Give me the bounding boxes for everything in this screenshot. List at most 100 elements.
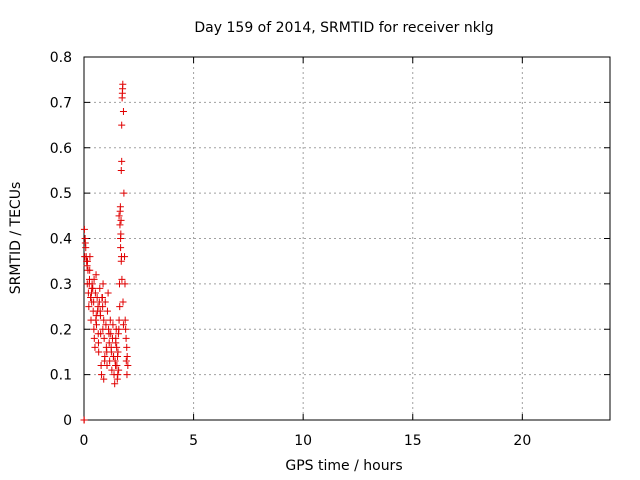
x-tick-label: 15 xyxy=(404,433,422,449)
x-axis-ticks: 0 5 10 15 20 xyxy=(80,57,531,449)
data-point xyxy=(114,352,122,360)
y-tick-label: 0.5 xyxy=(50,186,72,202)
data-point xyxy=(96,307,104,315)
y-tick-label: 0.8 xyxy=(50,50,72,66)
data-point xyxy=(80,225,88,233)
data-points xyxy=(80,80,132,424)
data-point xyxy=(119,107,127,115)
data-point xyxy=(114,371,122,379)
data-point xyxy=(85,303,93,311)
data-point xyxy=(115,316,123,324)
data-point xyxy=(101,357,109,365)
y-axis-label: SRMTID / TECUs xyxy=(8,182,24,295)
data-point xyxy=(116,221,124,229)
data-point xyxy=(121,280,129,288)
y-axis-ticks: 0 0.1 0.2 0.3 0.4 0.5 0.6 0.7 0.8 xyxy=(50,50,610,429)
data-point xyxy=(104,289,112,297)
data-point xyxy=(88,284,96,292)
data-point xyxy=(113,343,121,351)
data-point xyxy=(92,312,100,320)
data-point xyxy=(115,325,123,333)
grid-lines xyxy=(84,57,610,420)
y-tick-label: 0.7 xyxy=(50,95,72,111)
data-point xyxy=(90,334,98,342)
data-point xyxy=(118,121,126,129)
data-point xyxy=(92,271,100,279)
data-point xyxy=(84,257,92,265)
data-point xyxy=(121,316,129,324)
x-tick-label: 0 xyxy=(80,433,89,449)
data-point xyxy=(118,157,126,165)
data-point xyxy=(100,375,108,383)
data-point xyxy=(123,371,131,379)
data-point xyxy=(115,366,123,374)
data-point xyxy=(115,212,123,220)
data-point xyxy=(99,325,107,333)
plot-frame xyxy=(83,56,611,421)
data-point xyxy=(117,230,125,238)
data-point xyxy=(103,348,111,356)
data-point xyxy=(102,321,110,329)
y-tick-label: 0.2 xyxy=(50,322,72,338)
data-point xyxy=(117,253,125,261)
data-point xyxy=(106,316,114,324)
data-point xyxy=(120,189,128,197)
data-point xyxy=(101,298,109,306)
data-point xyxy=(92,321,100,329)
data-point xyxy=(94,339,102,347)
data-point xyxy=(112,334,120,342)
data-point xyxy=(90,325,98,333)
x-axis-label: GPS time / hours xyxy=(285,458,402,474)
data-point xyxy=(124,362,132,370)
data-point xyxy=(108,366,116,374)
data-point xyxy=(116,203,124,211)
data-point xyxy=(103,362,111,370)
x-tick-label: 5 xyxy=(189,433,198,449)
data-point xyxy=(86,266,94,274)
data-point xyxy=(123,343,131,351)
data-point xyxy=(119,321,127,329)
data-point xyxy=(117,166,125,174)
data-point xyxy=(105,339,113,347)
data-point xyxy=(85,280,93,288)
data-point xyxy=(122,334,130,342)
data-point xyxy=(118,275,126,283)
data-point xyxy=(111,380,119,388)
data-point xyxy=(122,357,130,365)
x-tick-label: 20 xyxy=(513,433,531,449)
data-point xyxy=(80,416,88,424)
data-point xyxy=(98,293,106,301)
data-point xyxy=(103,307,111,315)
y-tick-label: 0.4 xyxy=(50,232,72,248)
chart-title: Day 159 of 2014, SRMTID for receiver nkl… xyxy=(194,20,493,36)
data-point xyxy=(96,284,104,292)
y-tick-label: 0 xyxy=(63,413,72,429)
data-point xyxy=(112,362,120,370)
data-point xyxy=(119,298,127,306)
data-point xyxy=(95,348,103,356)
data-point xyxy=(81,239,89,247)
data-point xyxy=(87,293,95,301)
data-point xyxy=(100,334,108,342)
y-tick-label: 0.6 xyxy=(50,141,72,157)
data-point xyxy=(97,362,105,370)
data-point xyxy=(119,85,127,93)
data-point xyxy=(123,352,131,360)
data-point xyxy=(116,303,124,311)
y-tick-label: 0.3 xyxy=(50,277,72,293)
data-point xyxy=(100,316,108,324)
x-tick-label: 10 xyxy=(294,433,312,449)
data-point xyxy=(117,244,125,252)
data-point xyxy=(117,216,125,224)
data-point xyxy=(91,343,99,351)
data-point xyxy=(99,280,107,288)
data-point xyxy=(94,303,102,311)
y-tick-label: 0.1 xyxy=(50,368,72,384)
data-point xyxy=(90,298,98,306)
data-point xyxy=(118,94,126,102)
data-point xyxy=(105,330,113,338)
data-point xyxy=(122,325,130,333)
data-point xyxy=(98,371,106,379)
data-point xyxy=(90,275,98,283)
